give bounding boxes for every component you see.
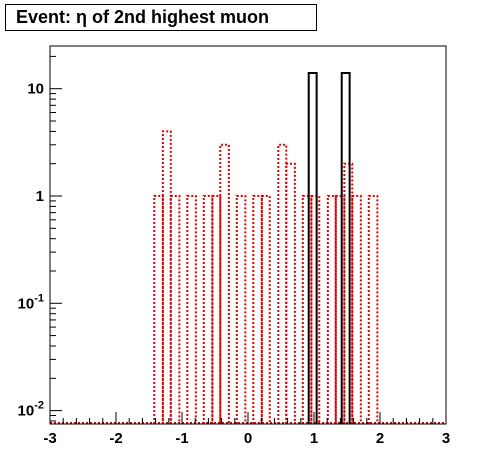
series-1-bin-18 [367,194,379,424]
series-1-bin-5 [211,194,222,424]
x-tick-label: 1 [310,430,318,447]
chart-title: Event: η of 2nd highest muon [5,4,317,31]
series-0-bin-1 [340,72,351,424]
x-tick-label: 2 [376,430,384,447]
series-layer [50,72,446,424]
series-1-bin-12 [301,194,313,424]
series-1-bin-17 [351,194,362,424]
series-1-bin-13 [310,194,321,424]
series-1-bin-11 [285,162,296,424]
series-1-bin-16 [343,162,354,424]
x-tick-label: -3 [43,430,56,447]
y-tick-label: 1 [36,188,44,205]
y-tick-label: 10-1 [18,292,44,312]
plot-frame [49,45,447,425]
series-1-bin-2 [169,194,181,424]
series-1-bin-14 [326,194,337,424]
series-1-bin-15 [334,194,346,424]
x-tick-label: -1 [175,430,188,447]
series-0-bin-0 [307,72,318,424]
series-1-bin-6 [219,143,230,424]
x-tick-label: 3 [442,430,450,447]
y-tick-label: 10 [27,81,44,98]
axis-layer: -3 -2 -1 0 1 2 3 10-2 10-1 1 10 [18,55,450,447]
y-tick-label: 10-2 [18,400,44,420]
x-tick-label: -2 [109,430,122,447]
x-tick-label: 0 [244,430,252,447]
series-1-bin-0 [153,194,164,424]
series-1-bin-4 [202,194,214,424]
series-1-bin-9 [260,194,271,424]
series-1-bin-10 [277,143,288,424]
series-1-bin-8 [252,194,263,424]
series-1-bin-3 [186,194,197,424]
series-1-bin-1 [161,130,172,424]
series-1-bin-7 [235,194,247,424]
